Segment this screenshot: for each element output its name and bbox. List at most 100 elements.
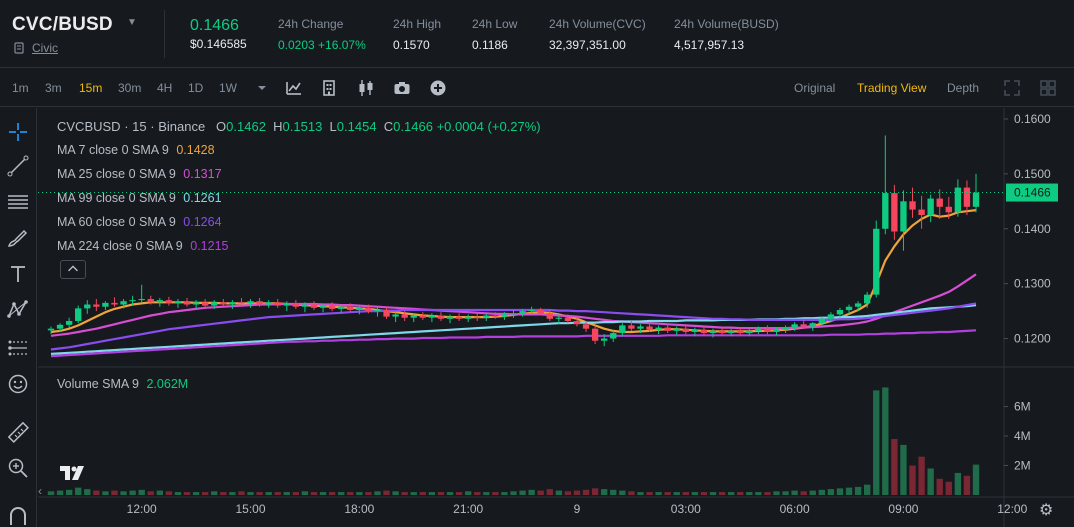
candle-body (891, 193, 898, 232)
indicator-icon[interactable] (285, 79, 303, 97)
candle-body (746, 330, 753, 334)
candle-body (492, 315, 499, 317)
timeframe-dropdown-icon[interactable] (253, 79, 271, 97)
candle-body (800, 324, 807, 327)
stat-value: 32,397,351.00 (549, 38, 626, 52)
ma-legend-value: 0.1428 (176, 143, 215, 157)
candle-body (301, 304, 309, 307)
add-icon[interactable] (429, 79, 447, 97)
timeframe-4h[interactable]: 4H (157, 81, 173, 95)
candle-body (809, 323, 816, 327)
ma-legend-row[interactable]: MA 7 close 0 SMA 9 0.1428 (57, 143, 215, 157)
coin-name-link[interactable]: Civic (32, 41, 58, 55)
zoom-in-icon[interactable] (6, 456, 30, 480)
crosshair-icon[interactable] (6, 120, 30, 144)
view-tab-trading-view[interactable]: Trading View (857, 81, 927, 95)
time-axis-label: 21:00 (453, 502, 483, 516)
timeframe-3m[interactable]: 3m (45, 81, 62, 95)
candle-body (201, 302, 209, 306)
volume-bar (401, 492, 408, 495)
magnet-icon[interactable] (6, 503, 30, 527)
volume-bar (419, 492, 426, 495)
ma-legend-row[interactable]: MA 60 close 0 SMA 9 0.1264 (57, 215, 222, 229)
volume-bar (682, 492, 689, 495)
ruler-icon[interactable] (6, 420, 30, 444)
horizontal-lines-icon[interactable] (6, 190, 30, 214)
ma-legend-row[interactable]: MA 25 close 0 SMA 9 0.1317 (57, 167, 222, 181)
time-axis-label: 15:00 (235, 502, 265, 516)
prediction-icon[interactable] (6, 336, 30, 360)
ma-legend-row[interactable]: MA 99 close 0 SMA 9 0.1261 (57, 191, 222, 205)
collapse-legend-button[interactable] (60, 260, 86, 279)
last-price-badge-label: 0.1466 (1014, 186, 1051, 200)
volume-bar (265, 492, 272, 495)
price-axis-label: 0.1600 (1014, 112, 1051, 126)
trend-line-icon[interactable] (6, 154, 30, 178)
candle-body (909, 201, 916, 210)
tradingview-logo-icon (60, 466, 84, 480)
candle-body (483, 315, 490, 318)
ma-line (50, 329, 977, 358)
brush-icon[interactable] (6, 226, 30, 250)
candle-body (628, 325, 635, 329)
volume-bar (591, 488, 599, 495)
layout-grid-icon[interactable] (1039, 79, 1057, 97)
candle-body (818, 318, 826, 324)
pair-title[interactable]: CVC/BUSD (12, 14, 113, 35)
legend-change: +0.0004 (+0.27%) (436, 119, 541, 134)
building-icon[interactable] (320, 79, 338, 97)
volume-legend-value: 2.062M (146, 377, 189, 391)
timeframe-30m[interactable]: 30m (118, 81, 142, 95)
volume-bar (582, 489, 590, 495)
timeframe-1m[interactable]: 1m (12, 81, 29, 95)
pattern-icon[interactable] (6, 298, 30, 322)
timeframe-15m[interactable]: 15m (79, 81, 103, 95)
volume-bar (945, 481, 952, 495)
volume-bar (555, 490, 563, 495)
candle-body (392, 314, 399, 317)
timeframe-1w[interactable]: 1W (219, 81, 237, 95)
volume-bar (864, 484, 871, 495)
volume-bar (229, 492, 236, 495)
timeframe-1d[interactable]: 1D (188, 81, 204, 95)
candle-body (147, 299, 154, 303)
candle-body (356, 307, 363, 311)
pair-dropdown-icon[interactable]: ▼ (127, 17, 137, 28)
fullscreen-icon[interactable] (1003, 79, 1021, 97)
volume-bar (764, 492, 771, 495)
candle-body (936, 198, 943, 207)
chart-area[interactable]: 0.1600 0.1500 0.1400 0.1300 0.1200 6M 4M 2M 12:0… (38, 108, 1074, 527)
candle-body (782, 327, 789, 330)
stat-value: 0.0203 +16.07% (278, 38, 366, 52)
candle-body (945, 206, 952, 213)
candle-body (75, 308, 82, 321)
legend-open: 0.1462 (226, 119, 266, 134)
price-chart[interactable]: 0.1600 0.1500 0.1400 0.1300 0.1200 6M 4M 2M 12:0… (38, 108, 1074, 527)
candle-body (546, 313, 553, 319)
ma-legend-label: MA 60 close 0 SMA 9 (57, 215, 176, 229)
ma-legend-row[interactable]: MA 224 close 0 SMA 9 0.1215 (57, 239, 228, 253)
volume-bar (791, 490, 798, 495)
candle-body (963, 187, 971, 207)
volume-bar (201, 492, 209, 495)
candle-body (519, 311, 526, 314)
scroll-left-icon[interactable]: ‹ (38, 484, 42, 498)
settings-gear-icon[interactable]: ⚙ (1039, 500, 1053, 519)
volume-bar (437, 492, 445, 495)
candle-body (755, 328, 762, 331)
candle-body (319, 305, 327, 308)
emoji-icon[interactable] (6, 372, 30, 396)
view-tab-original[interactable]: Original (794, 81, 836, 95)
candle-body (673, 328, 680, 331)
candle-body (292, 303, 300, 307)
text-tool-icon[interactable] (6, 262, 30, 286)
volume-bar (610, 489, 617, 495)
candle-body (446, 316, 454, 319)
volume-bar (120, 491, 127, 495)
volume-bar (909, 465, 916, 495)
stat-24h-volume-quote: 24h Volume(BUSD) 4,517,957.13 (674, 17, 779, 52)
camera-icon[interactable] (393, 79, 411, 97)
candlestick-icon[interactable] (357, 79, 375, 97)
view-tab-depth[interactable]: Depth (947, 81, 980, 95)
candle-body (727, 330, 735, 334)
